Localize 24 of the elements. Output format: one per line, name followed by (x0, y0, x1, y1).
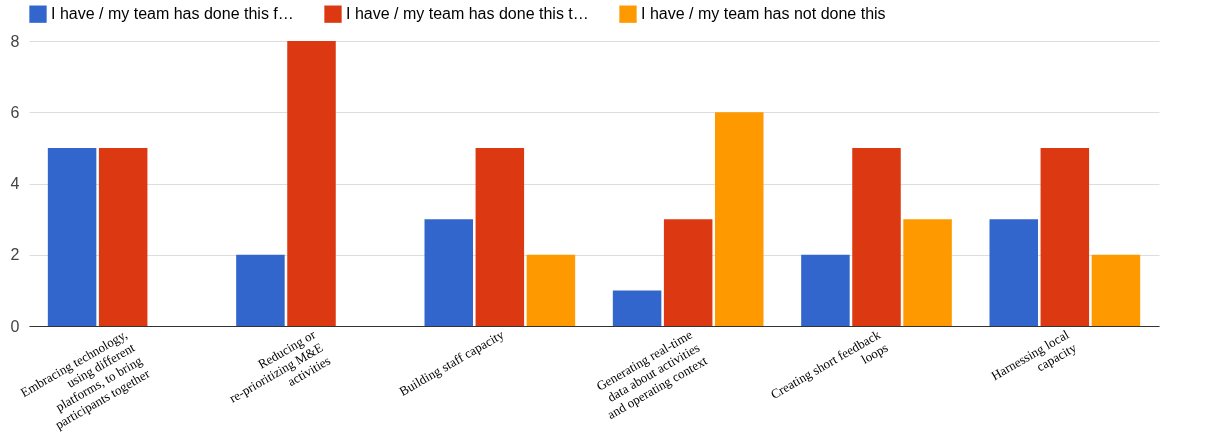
bar (1091, 254, 1141, 326)
y-tick-label: 0 (10, 317, 20, 335)
bar (47, 147, 97, 326)
bar (612, 290, 662, 326)
bar (852, 147, 901, 326)
legend-label: I have / my team has done this f… (51, 5, 294, 23)
legend-label: I have / my team has not done this (641, 5, 886, 23)
bar (801, 254, 850, 326)
bar (1040, 147, 1090, 326)
bar (989, 219, 1039, 326)
bar (424, 219, 474, 326)
y-tick-label: 8 (10, 32, 20, 50)
bar (287, 41, 336, 326)
y-tick-label: 4 (10, 175, 20, 192)
bar (526, 254, 576, 326)
bar (663, 219, 713, 326)
legend-label: I have / my team has done this t… (346, 5, 589, 23)
bar (98, 147, 148, 326)
y-tick-label: 2 (10, 246, 20, 264)
bar (236, 254, 285, 326)
bar (475, 147, 525, 326)
bar (903, 219, 952, 326)
y-tick-label: 6 (10, 103, 20, 121)
bar (714, 112, 764, 326)
